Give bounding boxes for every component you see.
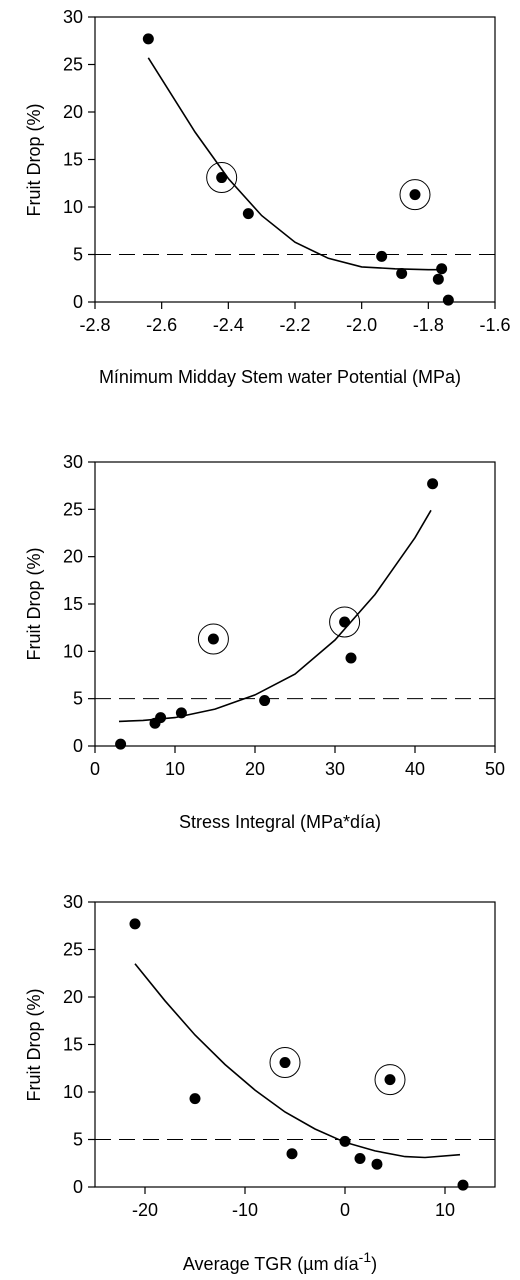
plot-frame — [94, 461, 496, 747]
data-point — [279, 1057, 291, 1069]
fit-curve — [118, 509, 432, 723]
data-point — [339, 616, 351, 628]
data-point — [259, 695, 271, 707]
y-tick-label: 30 — [63, 7, 83, 27]
data-point — [427, 478, 439, 490]
y-tick-label: 10 — [63, 197, 83, 217]
y-tick-label: 30 — [63, 452, 83, 472]
highlight-circle — [374, 1064, 406, 1096]
x-tick-label: -2.0 — [346, 315, 377, 335]
data-point — [286, 1148, 298, 1160]
y-axis-label: Fruit Drop (%) — [24, 547, 44, 660]
x-tick-label: -2.2 — [279, 315, 310, 335]
y-tick-label: 15 — [63, 594, 83, 614]
data-point — [242, 208, 254, 220]
x-axis-label: Mínimum Midday Stem water Potential (MPa… — [99, 367, 461, 387]
x-tick-label: -1.6 — [479, 315, 510, 335]
data-point — [384, 1074, 396, 1086]
y-tick-label: 25 — [63, 499, 83, 519]
y-tick-label: 15 — [63, 150, 83, 170]
y-axis-label: Fruit Drop (%) — [24, 988, 44, 1101]
data-point — [432, 273, 444, 285]
highlight-circle — [206, 162, 238, 194]
data-point — [442, 294, 454, 306]
y-tick-label: 0 — [73, 292, 83, 312]
y-tick-label: 20 — [63, 102, 83, 122]
y-tick-label: 25 — [63, 940, 83, 960]
y-tick-label: 0 — [73, 1177, 83, 1197]
x-tick-label: 10 — [435, 1200, 455, 1220]
data-point — [189, 1093, 201, 1105]
chart-1: 0 5 10 15 20 25 30 -2.8 -2.6 -2.4 -2.2 -2.0 -1.8 -1.6… — [24, 7, 511, 387]
data-point — [129, 918, 141, 930]
x-axis-label: Average TGR (µm día-1) — [183, 1249, 377, 1274]
data-point — [376, 250, 388, 262]
data-point — [345, 652, 357, 664]
highlight-circle — [329, 606, 361, 638]
data-point — [115, 738, 127, 750]
y-tick-label: 30 — [63, 892, 83, 912]
x-tick-label: -2.4 — [213, 315, 244, 335]
data-point — [396, 268, 408, 279]
data-point — [155, 712, 167, 724]
data-point — [175, 707, 187, 719]
plot-frame — [94, 901, 496, 1188]
data-point — [142, 33, 154, 45]
x-tick-label: 20 — [245, 759, 265, 779]
data-point — [436, 263, 448, 275]
x-tick-label: 40 — [405, 759, 425, 779]
y-tick-label: 0 — [73, 736, 83, 756]
y-tick-label: 10 — [63, 1082, 83, 1102]
fit-curve — [134, 963, 461, 1159]
highlight-circle — [269, 1047, 301, 1079]
data-point — [371, 1158, 383, 1170]
plot-frame — [94, 16, 496, 303]
x-tick-label: 0 — [340, 1200, 350, 1220]
data-point — [354, 1153, 366, 1164]
y-tick-label: 10 — [63, 641, 83, 661]
data-point — [409, 189, 421, 201]
data-point — [339, 1135, 351, 1147]
x-tick-label: -10 — [232, 1200, 258, 1220]
x-tick-label: 30 — [325, 759, 345, 779]
chart-2: 0 5 10 15 20 25 30 0 10 20 30 40 50 Fruit Drop (%) Str… — [24, 452, 505, 832]
data-point — [457, 1179, 469, 1191]
data-point — [216, 172, 228, 184]
y-tick-label: 5 — [73, 245, 83, 265]
data-point — [207, 633, 219, 645]
y-tick-label: 20 — [63, 547, 83, 567]
y-tick-label: 20 — [63, 987, 83, 1007]
x-tick-label: 50 — [485, 759, 505, 779]
x-tick-label: -2.8 — [79, 315, 110, 335]
x-tick-label: -1.8 — [413, 315, 444, 335]
y-tick-label: 5 — [73, 1130, 83, 1150]
y-tick-label: 25 — [63, 55, 83, 75]
y-axis-label: Fruit Drop (%) — [24, 103, 44, 216]
x-tick-label: -2.6 — [146, 315, 177, 335]
highlight-circle — [399, 179, 431, 211]
y-tick-label: 5 — [73, 689, 83, 709]
chart-3: 0 5 10 15 20 25 30 -20 -10 0 10 Fruit Drop (%) Avera… — [24, 892, 496, 1274]
x-tick-label: -20 — [132, 1200, 158, 1220]
y-tick-label: 15 — [63, 1035, 83, 1055]
x-axis-label: Stress Integral (MPa*día) — [179, 812, 381, 832]
highlight-circle — [197, 623, 229, 655]
x-tick-label: 0 — [90, 759, 100, 779]
fit-curve — [147, 57, 442, 271]
x-tick-label: 10 — [165, 759, 185, 779]
